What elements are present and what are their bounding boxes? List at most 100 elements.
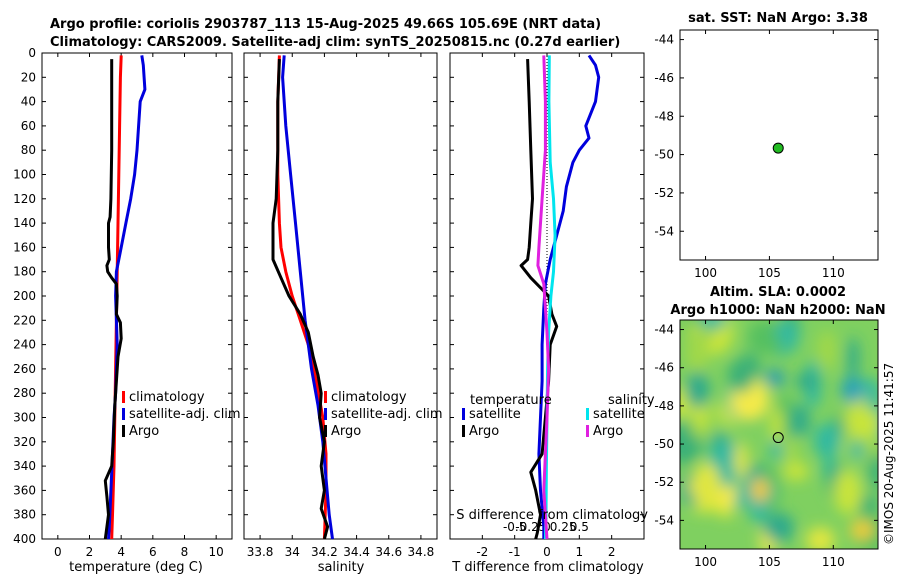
legend-label: Argo [331, 424, 361, 439]
x-tick-label: 110 [822, 555, 845, 569]
argo-location-marker [772, 142, 784, 154]
legend-title-salinity: salinity [608, 393, 655, 408]
y-tick-label: 40 [21, 95, 36, 109]
x-tick-label: 105 [758, 555, 781, 569]
y-tick-label: -52 [654, 475, 674, 489]
x-tick-label: 4 [117, 545, 125, 559]
series-line-argo [271, 59, 330, 540]
sst-map-panel: -44 -46 -48 -50 -52 -54 100 105 110 [654, 29, 879, 280]
y-tick-label: -54 [654, 224, 674, 238]
y-tick-label: 300 [13, 411, 36, 425]
series-line-t-argo [519, 59, 559, 540]
x-tick-label: 100 [694, 266, 717, 280]
axes-box [679, 319, 879, 550]
sla-blob [689, 421, 714, 438]
legend-swatch [462, 408, 465, 420]
legend-swatch [122, 408, 125, 420]
x-tick-label: 34.8 [408, 545, 435, 559]
legend-label: satellite [593, 407, 645, 422]
sla-blob [751, 478, 769, 502]
x-tick-label: 1 [576, 545, 584, 559]
y-tick-label: 340 [13, 459, 36, 473]
legend-swatch [462, 425, 465, 437]
sla-blob [845, 407, 878, 439]
sla-blob [850, 520, 874, 540]
legend-label: Argo [469, 424, 499, 439]
y-tick-label: -52 [654, 186, 674, 200]
temperature-panel: 0204060801001201401601802002202402602803… [13, 46, 241, 559]
series-line-t-satellite [537, 54, 601, 539]
argo-location-marker [772, 432, 784, 444]
y-tick-label: -46 [654, 71, 674, 85]
x-tick-label: 34 [285, 545, 300, 559]
sla-map-title-line2: Argo h1000: NaN h2000: NaN [670, 303, 885, 318]
sla-blob [783, 461, 809, 481]
series-line-argo [103, 59, 123, 540]
legend-label: Argo [593, 424, 623, 439]
legend-swatch [324, 391, 327, 403]
x-tick-label: 34.6 [375, 545, 402, 559]
x-tick-label: 33.8 [247, 545, 274, 559]
y-tick-label: -48 [654, 109, 674, 123]
sla-blob [849, 439, 865, 461]
legend-label: satellite-adj. clim [331, 407, 443, 422]
x-tick-label: 2 [86, 545, 94, 559]
salinity-panel: 33.8 34 34.2 34.4 34.6 34.8 climatology satelli… [243, 52, 443, 559]
difference-secondary-xlabel: S difference from climatology [456, 508, 648, 523]
x-tick-label: 105 [758, 266, 781, 280]
temperature-xlabel: temperature (deg C) [69, 560, 203, 575]
y-tick-label: 20 [21, 70, 36, 84]
header-title-line2: Climatology: CARS2009. Satellite-adj cli… [50, 35, 620, 50]
sla-blob [774, 321, 800, 343]
x-tick-label: -2 [476, 545, 488, 559]
y-tick-label: 320 [13, 435, 36, 449]
y-tick-label: 100 [13, 168, 36, 182]
secondary-x-tick-label: -0.5 [503, 520, 526, 534]
salinity-xlabel: salinity [318, 560, 365, 575]
sla-field [680, 320, 878, 549]
sla-blob [685, 329, 709, 376]
y-tick-label: 400 [13, 532, 36, 546]
series-line-s-argo [536, 55, 551, 540]
x-tick-label: 8 [181, 545, 189, 559]
y-tick-label: 380 [13, 508, 36, 522]
legend-label: climatology [129, 390, 205, 405]
x-tick-label: 2 [608, 545, 616, 559]
sla-blob [782, 435, 798, 465]
difference-xlabel: T difference from climatology [451, 560, 644, 575]
axes-box [41, 52, 233, 540]
legend-label: satellite-adj. clim [129, 407, 241, 422]
sla-blob [795, 372, 818, 391]
header-title-line1: Argo profile: coriolis 2903787_113 15-Au… [50, 17, 601, 32]
legend-swatch [122, 425, 125, 437]
imos-watermark: ©IMOS 20-Aug-2025 11:41:57 [882, 363, 896, 545]
legend-swatch [586, 408, 589, 420]
sla-map-title-line1: Altim. SLA: 0.0002 [710, 285, 846, 300]
axes-box [243, 52, 438, 540]
x-tick-label: 0 [54, 545, 62, 559]
y-tick-label: 220 [13, 313, 36, 327]
sla-blob [787, 404, 811, 438]
sla-blob [834, 469, 862, 515]
sla-blob [770, 407, 783, 443]
x-tick-label: 34.2 [311, 545, 338, 559]
y-tick-label: 180 [13, 265, 36, 279]
y-tick-label: 60 [21, 119, 36, 133]
legend-swatch [586, 425, 589, 437]
legend-title-temperature: temperature [470, 393, 552, 408]
secondary-x-tick-label: 0.5 [570, 520, 589, 534]
y-tick-label: -50 [654, 148, 674, 162]
y-tick-label: 200 [13, 289, 36, 303]
sla-blob [769, 436, 785, 461]
y-tick-label: 280 [13, 386, 36, 400]
x-tick-label: 6 [149, 545, 157, 559]
series-line-satellite-adj-clim [281, 55, 334, 540]
y-tick-label: -46 [654, 361, 674, 375]
sla-blob [847, 336, 860, 380]
legend-label: Argo [129, 424, 159, 439]
y-tick-label: 0 [28, 46, 36, 60]
y-tick-label: 260 [13, 362, 36, 376]
y-tick-label: 80 [21, 143, 36, 157]
